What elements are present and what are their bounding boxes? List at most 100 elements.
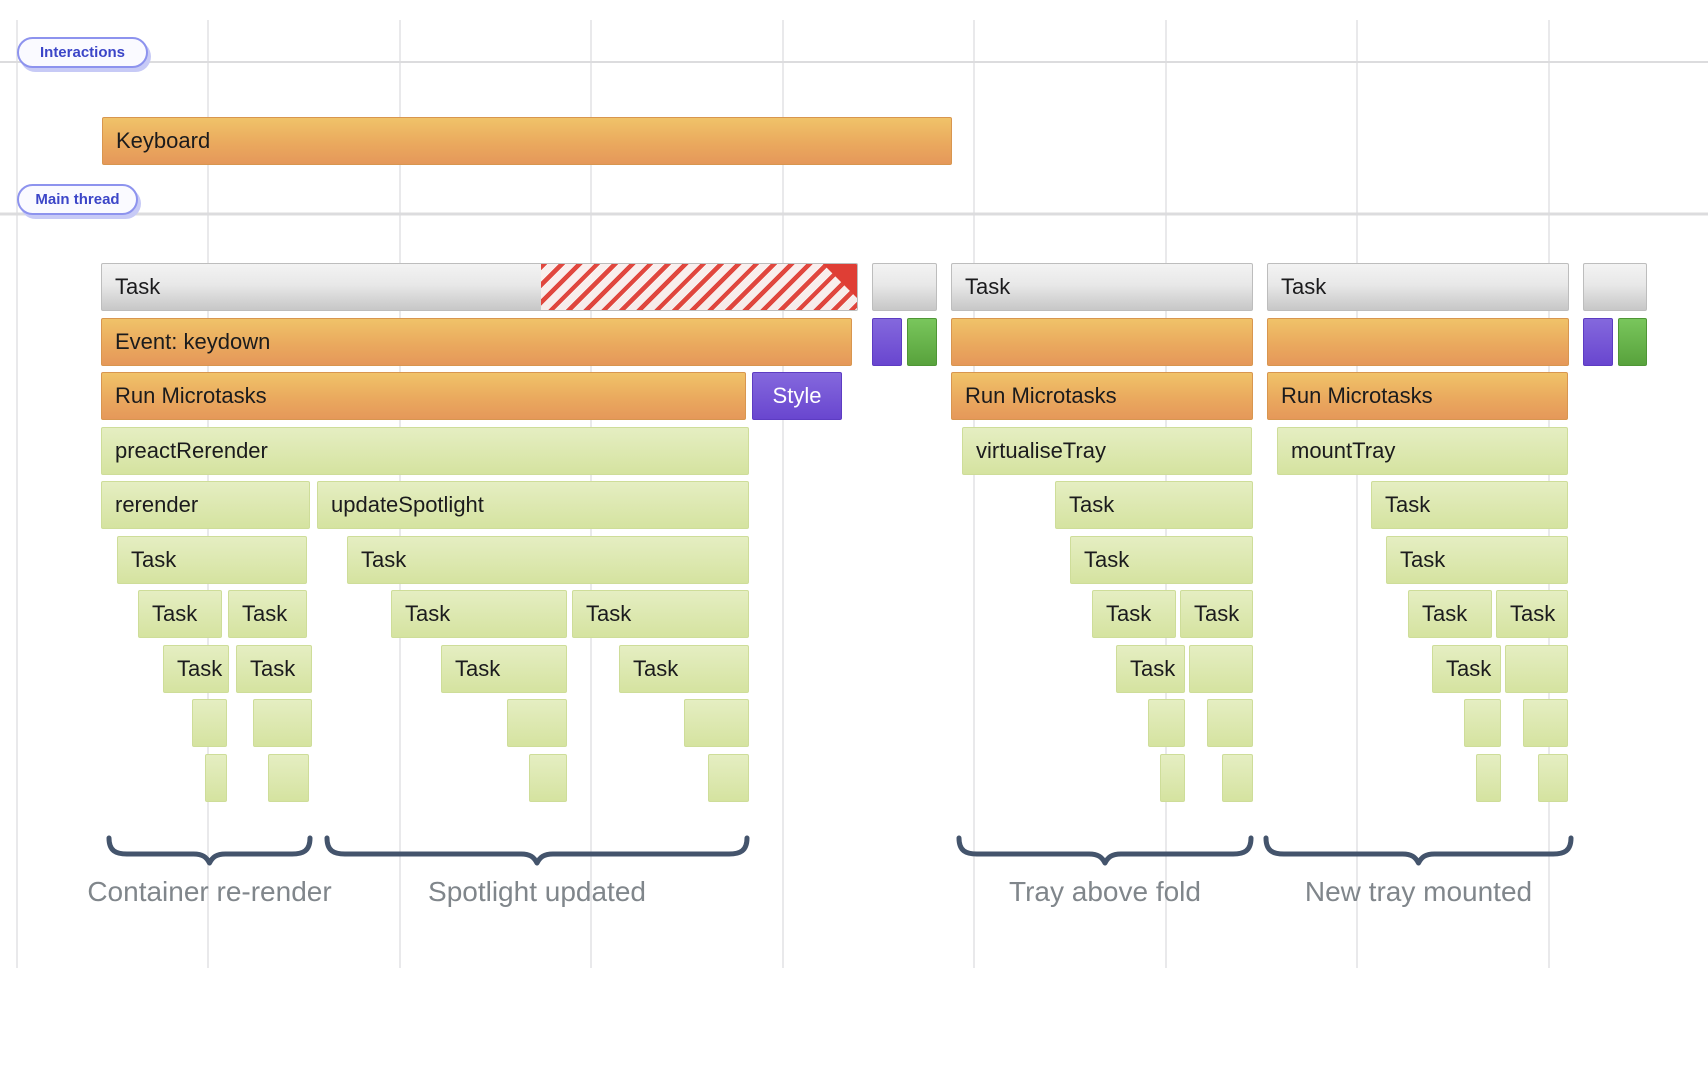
bar-gray[interactable] <box>872 263 937 311</box>
long-task-hatch <box>541 264 857 310</box>
bar-preactrerender[interactable]: preactRerender <box>101 427 749 475</box>
bar-keyboard[interactable]: Keyboard <box>102 117 952 165</box>
bar-updatespotlight[interactable]: updateSpotlight <box>317 481 749 529</box>
bar-purple[interactable] <box>872 318 902 366</box>
bar-task[interactable]: Task <box>1116 645 1185 693</box>
bar-green[interactable] <box>1207 699 1253 747</box>
bar-task[interactable]: Task <box>347 536 749 584</box>
bar-orange[interactable] <box>1267 318 1569 366</box>
bar-green[interactable] <box>1160 754 1185 802</box>
bar-task[interactable]: Task <box>1180 590 1253 638</box>
bar-virtualisetray[interactable]: virtualiseTray <box>962 427 1252 475</box>
bar-label: Task <box>1130 656 1176 681</box>
bar-label: Run Microtasks <box>115 383 267 408</box>
track-pill-interactions[interactable]: Interactions <box>17 37 148 68</box>
bar-paint[interactable] <box>907 318 937 366</box>
annotation-brace <box>324 835 750 866</box>
bar-label: Task <box>633 656 679 681</box>
bar-task[interactable]: Task <box>228 590 307 638</box>
bar-label: Task <box>455 656 501 681</box>
bar-task[interactable]: Task <box>117 536 307 584</box>
bar-green[interactable] <box>684 699 749 747</box>
bar-label: Keyboard <box>116 128 211 153</box>
bar-task[interactable]: Task <box>441 645 567 693</box>
bar-label: Task <box>1446 656 1492 681</box>
bar-run-microtasks[interactable]: Run Microtasks <box>101 372 746 420</box>
bar-green[interactable] <box>507 699 567 747</box>
bar-label: Task <box>1069 492 1115 517</box>
bar-label: Task <box>1385 492 1431 517</box>
bar-task[interactable]: Task <box>1070 536 1253 584</box>
bar-task[interactable]: Task <box>236 645 312 693</box>
bar-task[interactable]: Task <box>1496 590 1568 638</box>
bar-purple[interactable] <box>1583 318 1613 366</box>
annotation-label-tray-above-fold: Tray above fold <box>1009 876 1201 907</box>
track-pill-main-thread[interactable]: Main thread <box>17 184 138 215</box>
bar-task[interactable]: Task <box>391 590 567 638</box>
bar-event-keydown[interactable]: Event: keydown <box>101 318 852 366</box>
bar-task[interactable]: Task <box>101 263 858 311</box>
annotation-brace <box>956 835 1254 866</box>
bar-label: Task <box>361 547 407 572</box>
annotation-label-new-tray-mounted: New tray mounted <box>1304 876 1533 907</box>
bar-label: Style <box>772 383 822 408</box>
bar-rerender[interactable]: rerender <box>101 481 310 529</box>
bar-green[interactable] <box>1222 754 1253 802</box>
bar-green[interactable] <box>268 754 309 802</box>
bar-task[interactable]: Task <box>619 645 749 693</box>
bar-task[interactable]: Task <box>138 590 222 638</box>
bar-green[interactable] <box>1523 699 1568 747</box>
bar-mounttray[interactable]: mountTray <box>1277 427 1568 475</box>
bar-task[interactable]: Task <box>1408 590 1492 638</box>
bar-green[interactable] <box>205 754 227 802</box>
annotation-brace <box>1263 835 1574 866</box>
bar-label: Task <box>1400 547 1446 572</box>
bar-label: Task <box>250 656 296 681</box>
bar-task[interactable]: Task <box>572 590 749 638</box>
bar-run-microtasks[interactable]: Run Microtasks <box>1267 372 1568 420</box>
bar-green[interactable] <box>1189 645 1253 693</box>
bar-task[interactable]: Task <box>1267 263 1569 311</box>
bar-label: Task <box>1422 601 1468 626</box>
annotation-label-spotlight-updated: Spotlight updated <box>428 876 646 907</box>
bar-task[interactable]: Task <box>1432 645 1501 693</box>
bar-run-microtasks[interactable]: Run Microtasks <box>951 372 1253 420</box>
bar-orange[interactable] <box>951 318 1253 366</box>
bar-green[interactable] <box>1476 754 1501 802</box>
bar-gray[interactable] <box>1583 263 1647 311</box>
bar-task[interactable]: Task <box>951 263 1253 311</box>
bar-label: Task <box>152 601 198 626</box>
bar-green[interactable] <box>1464 699 1501 747</box>
bar-task[interactable]: Task <box>1055 481 1253 529</box>
bar-green[interactable] <box>1148 699 1185 747</box>
bar-green[interactable] <box>253 699 312 747</box>
bar-label: Task <box>1510 601 1556 626</box>
bar-green[interactable] <box>192 699 227 747</box>
bar-green[interactable] <box>708 754 749 802</box>
bar-label: Task <box>1194 601 1240 626</box>
bar-label: Task <box>115 274 161 299</box>
bar-label: rerender <box>115 492 199 517</box>
bar-label: Task <box>405 601 451 626</box>
bar-label: mountTray <box>1291 438 1396 463</box>
bar-label: Task <box>177 656 223 681</box>
annotation-brace <box>106 835 313 866</box>
bar-label: Task <box>242 601 288 626</box>
bar-label: Task <box>586 601 632 626</box>
bar-task[interactable]: Task <box>1371 481 1568 529</box>
bar-label: Task <box>1281 274 1327 299</box>
bar-label: updateSpotlight <box>331 492 484 517</box>
bar-green[interactable] <box>529 754 567 802</box>
bar-label: virtualiseTray <box>976 438 1106 463</box>
bar-task[interactable]: Task <box>163 645 229 693</box>
bar-label: Event: keydown <box>115 329 271 354</box>
bar-task[interactable]: Task <box>1386 536 1568 584</box>
bar-green[interactable] <box>1505 645 1568 693</box>
bar-label: Task <box>965 274 1011 299</box>
bar-style[interactable]: Style <box>752 372 842 420</box>
bar-green[interactable] <box>1538 754 1568 802</box>
bar-label: Task <box>131 547 177 572</box>
long-task-corner-triangle-icon <box>823 264 857 298</box>
bar-task[interactable]: Task <box>1092 590 1176 638</box>
bar-paint[interactable] <box>1618 318 1647 366</box>
